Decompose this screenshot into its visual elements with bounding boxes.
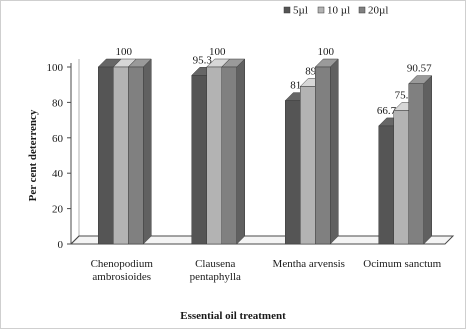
- data-label: 90.57: [407, 63, 432, 75]
- bar: [285, 100, 301, 245]
- y-axis-depth-line: [70, 235, 80, 245]
- x-tick-label: Mentha arvensis: [273, 258, 345, 270]
- bar: [206, 66, 222, 245]
- y-tick-label: 100: [47, 62, 64, 74]
- legend-swatch: [283, 6, 291, 14]
- bar: [98, 66, 114, 245]
- bar: [113, 66, 129, 245]
- x-tick-label: pentaphylla: [190, 271, 241, 283]
- legend-swatch: [317, 6, 325, 14]
- bar-side: [236, 58, 245, 245]
- bar-side: [143, 58, 152, 245]
- y-tick-label: 80: [52, 97, 64, 109]
- x-tick-label: ambrosioides: [92, 271, 151, 283]
- legend-label: 20µl: [368, 5, 388, 17]
- data-label: 95.3: [193, 54, 213, 66]
- x-tick-label: Chenopodium: [91, 258, 154, 270]
- bar: [300, 86, 316, 245]
- x-axis-title: Essential oil treatment: [180, 310, 286, 322]
- bar: [408, 83, 424, 245]
- y-tick-label: 60: [52, 133, 64, 145]
- legend-label: 10 µl: [327, 5, 350, 17]
- x-tick-label: Ocimum sanctum: [363, 258, 441, 270]
- bar: [315, 66, 331, 245]
- x-tick-label: Clausena: [195, 258, 235, 270]
- legend-label: 5µl: [293, 5, 308, 17]
- bar-side: [423, 75, 432, 245]
- y-tick-label: 0: [58, 239, 64, 251]
- bar: [221, 66, 237, 245]
- data-label: 100: [209, 46, 226, 58]
- bar: [128, 66, 144, 245]
- data-label: 100: [116, 46, 133, 58]
- data-label: 100: [318, 46, 335, 58]
- bar-side: [330, 58, 339, 245]
- bar: [378, 125, 394, 245]
- data-label: 81: [290, 80, 301, 92]
- y-tick-label: 20: [52, 204, 64, 216]
- y-axis-title: Per cent deterrency: [27, 109, 39, 201]
- bar: [393, 110, 409, 245]
- legend-swatch: [358, 6, 366, 14]
- data-label: 89: [305, 65, 317, 77]
- y-tick-label: 40: [52, 168, 64, 180]
- bar: [191, 75, 207, 245]
